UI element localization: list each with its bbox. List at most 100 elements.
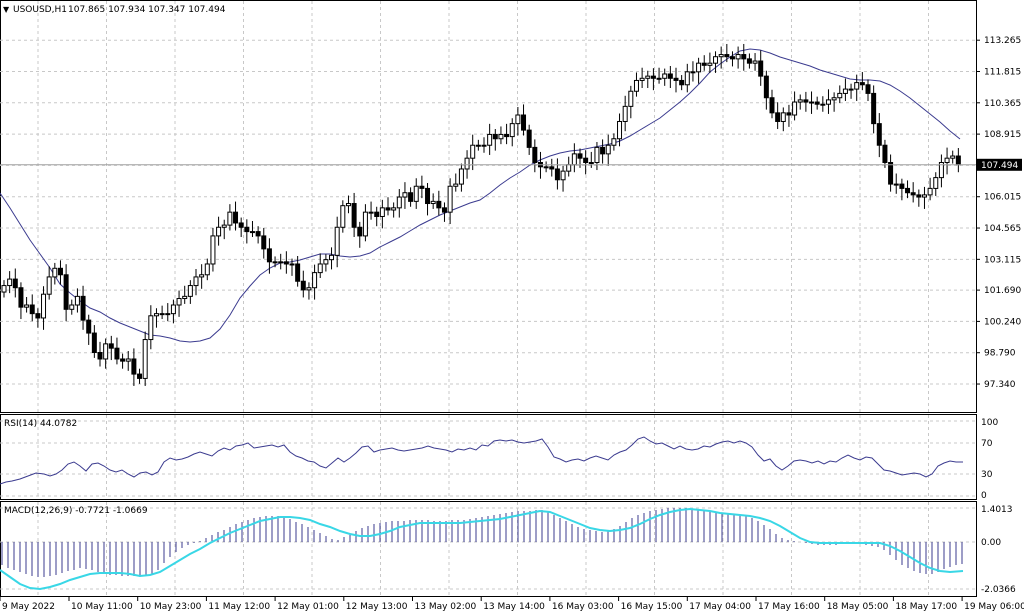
candle-body (831, 97, 837, 101)
candle-body (724, 54, 730, 58)
candle-body (24, 304, 30, 308)
price-tick-label: 111.815 (984, 67, 1021, 77)
candle-body (933, 177, 939, 189)
candle-body (814, 101, 820, 105)
candle-body (769, 97, 775, 114)
candle-body (159, 313, 165, 316)
candle-body (746, 58, 752, 64)
macd-pane: MACD(12,26,9) -0.7721 -1.0669 1.4013 0.0… (0, 501, 1016, 597)
candle-body (458, 168, 464, 185)
time-tick-label: 16 May 03:00 (552, 602, 614, 612)
candlestick-series (1, 43, 961, 386)
macd-label: MACD(12,26,9) -0.7721 -1.0669 (4, 506, 148, 516)
candle-body (153, 313, 159, 317)
candle-body (707, 62, 713, 66)
candle-body (617, 120, 623, 140)
candle-body (193, 276, 199, 287)
time-tick-label: 18 May 17:00 (895, 602, 957, 612)
price-tick-label: 100.240 (984, 317, 1021, 327)
candle-body (125, 358, 131, 362)
candle-body (334, 226, 340, 256)
candle-body (803, 99, 809, 103)
candle-body (622, 105, 628, 122)
candle-body (588, 162, 594, 164)
price-grid (0, 1, 976, 412)
candle-body (261, 235, 267, 250)
candle-body (362, 211, 368, 237)
candle-body (374, 211, 380, 217)
candle-body (662, 73, 668, 79)
candle-body (916, 194, 922, 198)
candle-body (921, 194, 927, 198)
candle-body (549, 166, 555, 170)
candle-body (679, 79, 685, 86)
candle-body (18, 287, 24, 308)
price-tick-label: 104.565 (984, 224, 1021, 234)
price-tick-label: 108.915 (984, 130, 1021, 140)
rsi-pane: RSI(14) 44.0782 100 70 30 0 (0, 414, 998, 501)
time-tick-label: 19 May 06:00 (964, 602, 1024, 612)
candle-body (566, 164, 572, 172)
candle-body (600, 146, 606, 155)
candle-body (187, 285, 193, 297)
candle-body (345, 203, 351, 207)
rsi-grid (0, 415, 976, 499)
candle-body (142, 339, 148, 379)
candle-body (504, 133, 510, 138)
time-tick-label: 12 May 13:00 (346, 602, 408, 612)
candle-body (357, 226, 363, 237)
candle-body (583, 157, 589, 164)
candle-body (713, 56, 719, 64)
rsi-tick-100: 100 (981, 418, 998, 428)
candle-body (543, 166, 549, 169)
candle-body (103, 343, 109, 360)
candle-body (170, 304, 176, 315)
candle-body (470, 144, 476, 159)
candle-body (820, 103, 826, 106)
candle-body (329, 254, 335, 261)
price-tick-label: 98.790 (984, 349, 1016, 359)
price-tick-label: 113.265 (984, 36, 1021, 46)
candle-body (289, 263, 295, 266)
candle-body (176, 298, 182, 306)
candle-body (137, 373, 143, 379)
price-pane: 113.265111.815110.365108.915107.465106.0… (0, 0, 1022, 413)
candle-body (430, 200, 436, 205)
candle-body (854, 82, 860, 90)
chart-menu-arrow[interactable]: ▼ (3, 5, 10, 14)
candle-body (509, 123, 515, 138)
candle-body (955, 155, 961, 166)
candle-body (300, 280, 306, 291)
candle-body (487, 133, 493, 146)
macd-signal-line (0, 507, 964, 591)
candle-body (283, 261, 289, 265)
rsi-tick-30: 30 (981, 470, 993, 480)
time-tick-label: 10 May 23:00 (140, 602, 202, 612)
candle-body (950, 155, 956, 159)
candle-body (684, 71, 690, 86)
candle-body (809, 101, 815, 104)
candle-body (46, 276, 52, 295)
candle-body (63, 274, 69, 310)
candle-body (825, 99, 831, 105)
candle-body (368, 211, 374, 214)
candle-body (340, 205, 346, 228)
time-tick-label: 16 May 15:00 (621, 602, 683, 612)
rsi-tick-70: 70 (981, 439, 993, 449)
candle-body (673, 77, 679, 81)
candle-body (893, 183, 899, 186)
candle-body (628, 90, 634, 107)
time-tick-label: 17 May 16:00 (758, 602, 820, 612)
candle-body (35, 313, 41, 319)
candle-body (317, 263, 323, 274)
candle-body (266, 248, 272, 263)
candle-body (526, 129, 532, 148)
candle-body (752, 60, 758, 64)
candle-body (792, 101, 798, 116)
candle-body (633, 79, 639, 92)
candle-body (701, 62, 707, 66)
candle-body (323, 259, 329, 265)
candle-body (594, 146, 600, 164)
rsi-line (0, 436, 963, 485)
candle-body (441, 207, 447, 213)
